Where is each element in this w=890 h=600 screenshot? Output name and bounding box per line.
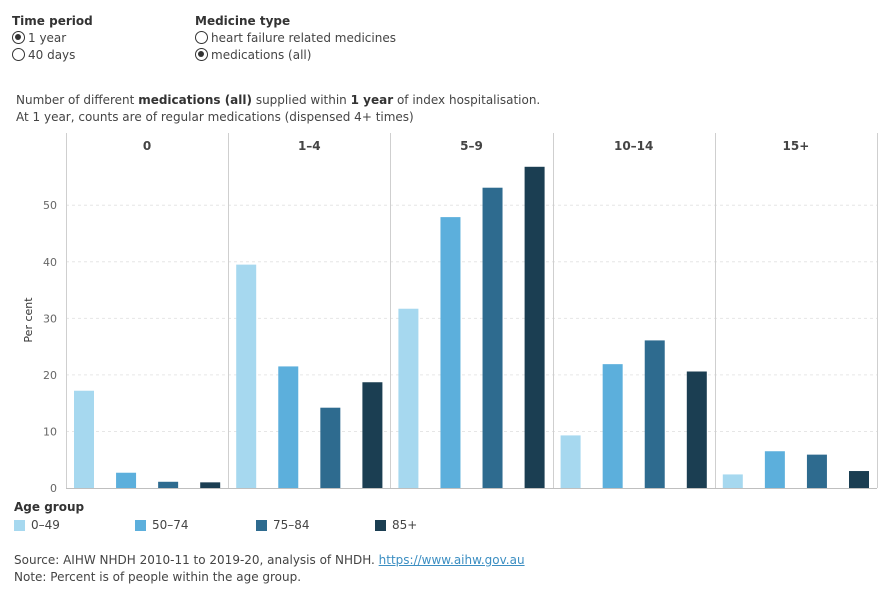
bar [158,481,179,488]
subtitle-emphasis: 1 year [350,93,394,107]
bar [116,472,137,488]
time-period-option-label: 1 year [28,30,67,45]
time-period-title: Time period [12,14,93,28]
time-period-control: Time period 1 year 40 days [12,14,93,63]
medicine-type-control: Medicine type heart failure related medi… [195,14,396,63]
legend-label: 85+ [392,518,418,532]
time-period-option-40-days[interactable]: 40 days [12,46,93,63]
panel-header-label: 15+ [783,139,810,153]
legend-item-50-74[interactable]: 50–74 [135,518,189,532]
y-tick-label: 20 [43,369,57,382]
bar [278,366,299,488]
bar [74,390,94,488]
panel-header-label: 0 [143,139,151,153]
legend-item-75-84[interactable]: 75–84 [256,518,310,532]
panel-header-label: 10–14 [614,139,653,153]
legend-label: 50–74 [152,518,189,532]
medicine-type-option-label: heart failure related medicines [211,30,396,45]
legend-swatch [135,519,146,531]
note-line: Note: Percent is of people within the ag… [14,570,302,584]
y-tick-label: 50 [43,199,57,212]
bar [849,471,869,488]
bar [722,474,743,488]
bar [686,371,707,488]
subtitle-text: Number of different [16,93,139,107]
source-line: Source: AIHW NHDH 2010-11 to 2019-20, an… [14,552,525,569]
panel-header-label: 1–4 [298,139,321,153]
subtitle-text: supplied within [252,93,351,107]
source-text: Source: AIHW NHDH 2010-11 to 2019-20, an… [14,553,379,567]
legend-item-0-49[interactable]: 0–49 [14,518,60,532]
legend-item-85-plus[interactable]: 85+ [375,518,417,532]
medicine-type-option-label: medications (all) [211,47,312,62]
time-period-option-label: 40 days [28,47,76,62]
radio-selected-icon[interactable] [195,48,208,61]
chart-footer: Source: AIHW NHDH 2010-11 to 2019-20, an… [14,552,525,586]
time-period-option-1-year[interactable]: 1 year [12,29,93,46]
bar [524,166,545,489]
bar [482,187,503,489]
chart-subtitle: Number of different medications (all) su… [16,92,540,126]
y-axis-label: Per cent [22,297,35,343]
panel-header-label: 5–9 [460,139,483,153]
medicine-type-option-medications-all[interactable]: medications (all) [195,46,396,63]
bar [764,451,785,488]
legend-label: 0–49 [31,518,60,532]
legend-title: Age group [14,500,85,514]
radio-unselected-icon[interactable] [12,48,25,61]
legend: Age group [14,500,84,514]
y-tick-label: 30 [43,312,57,325]
y-tick-label: 10 [43,425,57,438]
bar [236,264,257,488]
medicine-type-title: Medicine type [195,14,291,28]
legend-swatch [14,519,25,531]
y-tick-label: 0 [50,482,57,495]
bar [200,482,221,488]
bar [440,217,461,488]
radio-selected-icon[interactable] [12,31,25,44]
y-tick-label: 40 [43,256,57,269]
subtitle-line-2: At 1 year, counts are of regular medicat… [16,110,414,124]
legend-swatch [375,519,386,531]
legend-swatch [256,519,267,531]
bar [806,454,827,488]
bar [362,382,383,488]
subtitle-emphasis: medications (all) [138,93,252,107]
subtitle-text: of index hospitalisation. [393,93,541,107]
subtitle-line-1: Number of different medications (all) su… [16,92,540,109]
radio-unselected-icon[interactable] [195,31,208,44]
legend-label: 75–84 [273,518,310,532]
bar [644,340,665,488]
bar [398,308,419,488]
medicine-type-option-heart-failure[interactable]: heart failure related medicines [195,29,396,46]
bar [320,407,341,488]
bar [602,364,623,488]
bar [560,435,581,488]
source-link[interactable]: https://www.aihw.gov.au [378,553,525,567]
